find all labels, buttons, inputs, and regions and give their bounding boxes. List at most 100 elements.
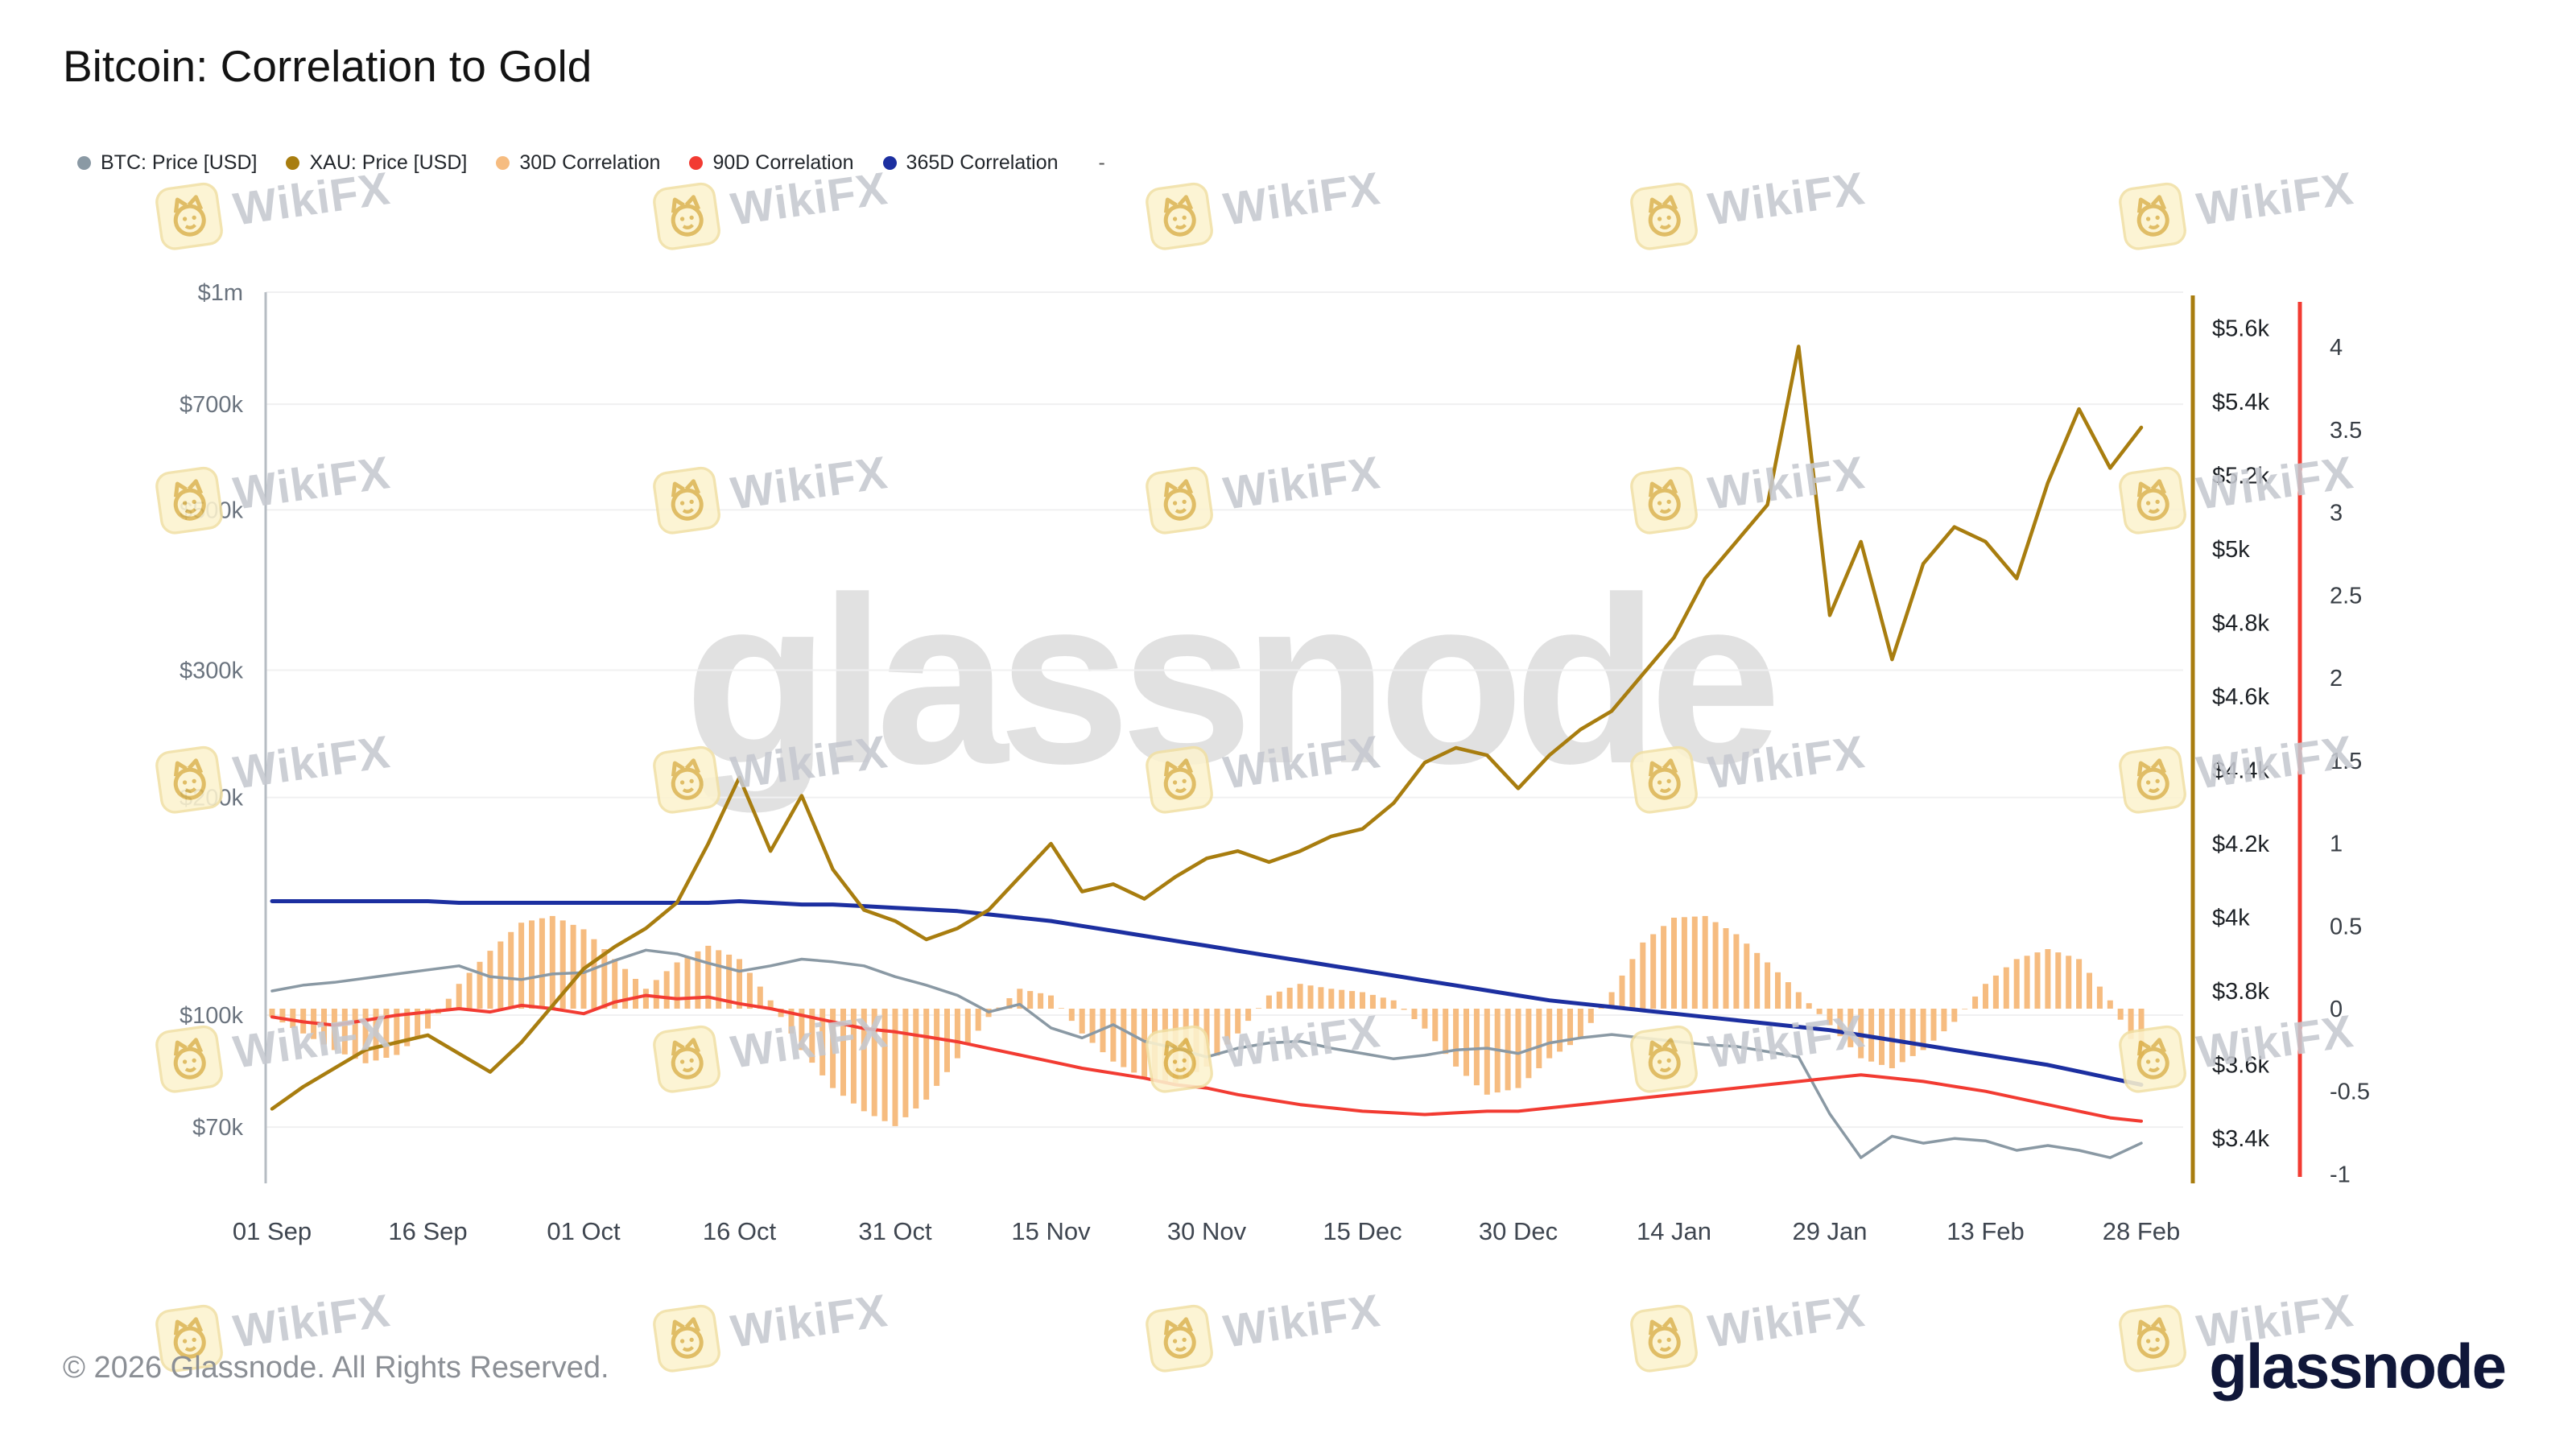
correlation-30d-bar (2117, 1009, 2124, 1020)
correlation-30d-bar (1068, 1009, 1075, 1022)
correlation-30d-bar (1390, 1000, 1397, 1009)
correlation-30d-bar (1723, 928, 1729, 1009)
legend-item-xau-price-usd[interactable]: XAU: Price [USD] (286, 151, 467, 175)
correlation-30d-bar (1235, 1009, 1241, 1034)
x-axis-tick-label: 30 Nov (1167, 1217, 1247, 1245)
correlation-30d-bar (445, 998, 452, 1009)
left-axis-tick-label: $300k (180, 658, 244, 684)
correlation-30d-bar (1307, 985, 1314, 1009)
correlation-30d-bar (1577, 1009, 1583, 1038)
correlation-30d-bar (1505, 1009, 1511, 1091)
correlation-30d-bar (1744, 943, 1750, 1009)
legend-item-90d-correlation[interactable]: 90D Correlation (689, 151, 854, 175)
correlation-30d-bar (1650, 934, 1657, 1009)
correlation-30d-bar (1733, 934, 1740, 1009)
correlation-30d-bar (1795, 992, 1802, 1009)
correlation-30d-bar (830, 1009, 836, 1088)
correlation-30d-bar (1318, 987, 1324, 1009)
x-axis-tick-label: 28 Feb (2103, 1217, 2181, 1245)
correlation-30d-bar (549, 915, 555, 1009)
correlation-30d-bar (477, 961, 483, 1009)
correlation-30d-bar (1712, 922, 1719, 1009)
correlation-30d-bar (1847, 1009, 1854, 1047)
correlation-30d-bar (737, 959, 742, 1009)
legend-label: 90D Correlation (712, 151, 854, 174)
correlation-30d-bar (394, 1009, 400, 1055)
correlation-30d-bar (674, 962, 680, 1009)
correlation-30d-bar (508, 931, 514, 1009)
correlation-30d-bar (1058, 1008, 1064, 1009)
correlation-30d-bar (1017, 989, 1023, 1009)
correlation-30d-bar (1837, 1009, 1843, 1037)
left-axis-tick-label: $100k (180, 1003, 244, 1029)
gold-axis-tick-label: $3.4k (2212, 1126, 2269, 1152)
correlation-30d-bar (1536, 1009, 1542, 1068)
correlation-30d-bar (2076, 959, 2083, 1009)
legend-label: BTC: Price [USD] (101, 151, 258, 174)
gold-axis-tick-label: $4.8k (2212, 611, 2269, 637)
correlation-30d-bar (653, 980, 659, 1009)
legend-item-365d-correlation[interactable]: 365D Correlation (882, 151, 1059, 175)
correlation-axis-tick-label: -1 (2330, 1162, 2351, 1188)
correlation-30d-bar (954, 1009, 960, 1059)
x-axis-tick-label: 01 Sep (233, 1217, 312, 1245)
correlation-30d-bar (1463, 1009, 1469, 1076)
correlation-30d-bar (975, 1009, 981, 1031)
left-axis-tick-label: $70k (192, 1115, 243, 1141)
correlation-30d-bar (767, 1000, 774, 1009)
correlation-30d-bar (1629, 959, 1636, 1009)
correlation-30d-bar (881, 1009, 888, 1121)
correlation-30d-bar (861, 1009, 867, 1112)
correlation-30d-bar (1557, 1009, 1563, 1052)
glassnode-logo[interactable]: glassnode (2209, 1331, 2507, 1402)
correlation-30d-bar (1909, 1009, 1916, 1056)
correlation-30d-bar (695, 951, 701, 1009)
correlation-30d-bar (726, 954, 733, 1009)
correlation-30d-bar (1661, 926, 1667, 1009)
correlation-30d-bar (1473, 1009, 1480, 1086)
correlation-30d-bar (1899, 1009, 1905, 1063)
correlation-30d-bar (1214, 1009, 1220, 1056)
legend-label: XAU: Price [USD] (309, 151, 468, 174)
correlation-30d-bar (850, 1009, 857, 1104)
x-axis-tick-label: 16 Sep (388, 1217, 467, 1245)
correlation-30d-bar (1515, 1009, 1521, 1088)
gold-axis-tick-label: $5.2k (2212, 464, 2269, 489)
correlation-axis-tick-label: -0.5 (2330, 1080, 2370, 1105)
correlation-30d-bar (2003, 967, 2009, 1009)
correlation-30d-bar (1525, 1009, 1532, 1079)
correlation-30d-bar (1245, 1009, 1252, 1022)
correlation-30d-bar (529, 920, 535, 1009)
x-axis-tick-label: 14 Jan (1637, 1217, 1711, 1245)
left-axis-tick-label: $500k (180, 497, 244, 523)
gold-axis-tick-label: $5.6k (2212, 316, 2269, 342)
legend-item-30d-correlation[interactable]: 30D Correlation (496, 151, 660, 175)
series-line-xau-price-usd (270, 345, 2144, 1111)
correlation-30d-bar (1224, 1009, 1231, 1045)
correlation-30d-bar (612, 959, 618, 1009)
correlation-30d-bar (1256, 1008, 1261, 1009)
correlation-30d-bar (601, 949, 608, 1009)
correlation-axis-tick-label: 4 (2330, 335, 2343, 361)
x-axis-tick-label: 13 Feb (1946, 1217, 2025, 1245)
correlation-30d-bar (1608, 992, 1615, 1009)
correlation-30d-bar (1432, 1009, 1439, 1042)
legend-item-btc-price-usd[interactable]: BTC: Price [USD] (77, 151, 257, 175)
correlation-30d-bar (1276, 991, 1282, 1009)
x-axis-tick-label: 15 Nov (1011, 1217, 1091, 1245)
correlation-30d-bar (778, 1009, 784, 1018)
correlation-30d-bar (425, 1009, 431, 1029)
page-title: Bitcoin: Correlation to Gold (63, 41, 592, 91)
correlation-30d-bar (840, 1009, 846, 1096)
correlation-30d-bar (1671, 918, 1677, 1009)
correlation-30d-bar (788, 1009, 795, 1034)
correlation-30d-bar (663, 971, 670, 1009)
correlation-30d-bar (716, 950, 722, 1009)
correlation-30d-bar (871, 1009, 877, 1117)
correlation-30d-bar (757, 986, 763, 1009)
correlation-30d-bar (269, 1009, 275, 1018)
correlation-axis-tick-label: 1.5 (2330, 749, 2362, 774)
correlation-30d-bar (2045, 949, 2051, 1009)
